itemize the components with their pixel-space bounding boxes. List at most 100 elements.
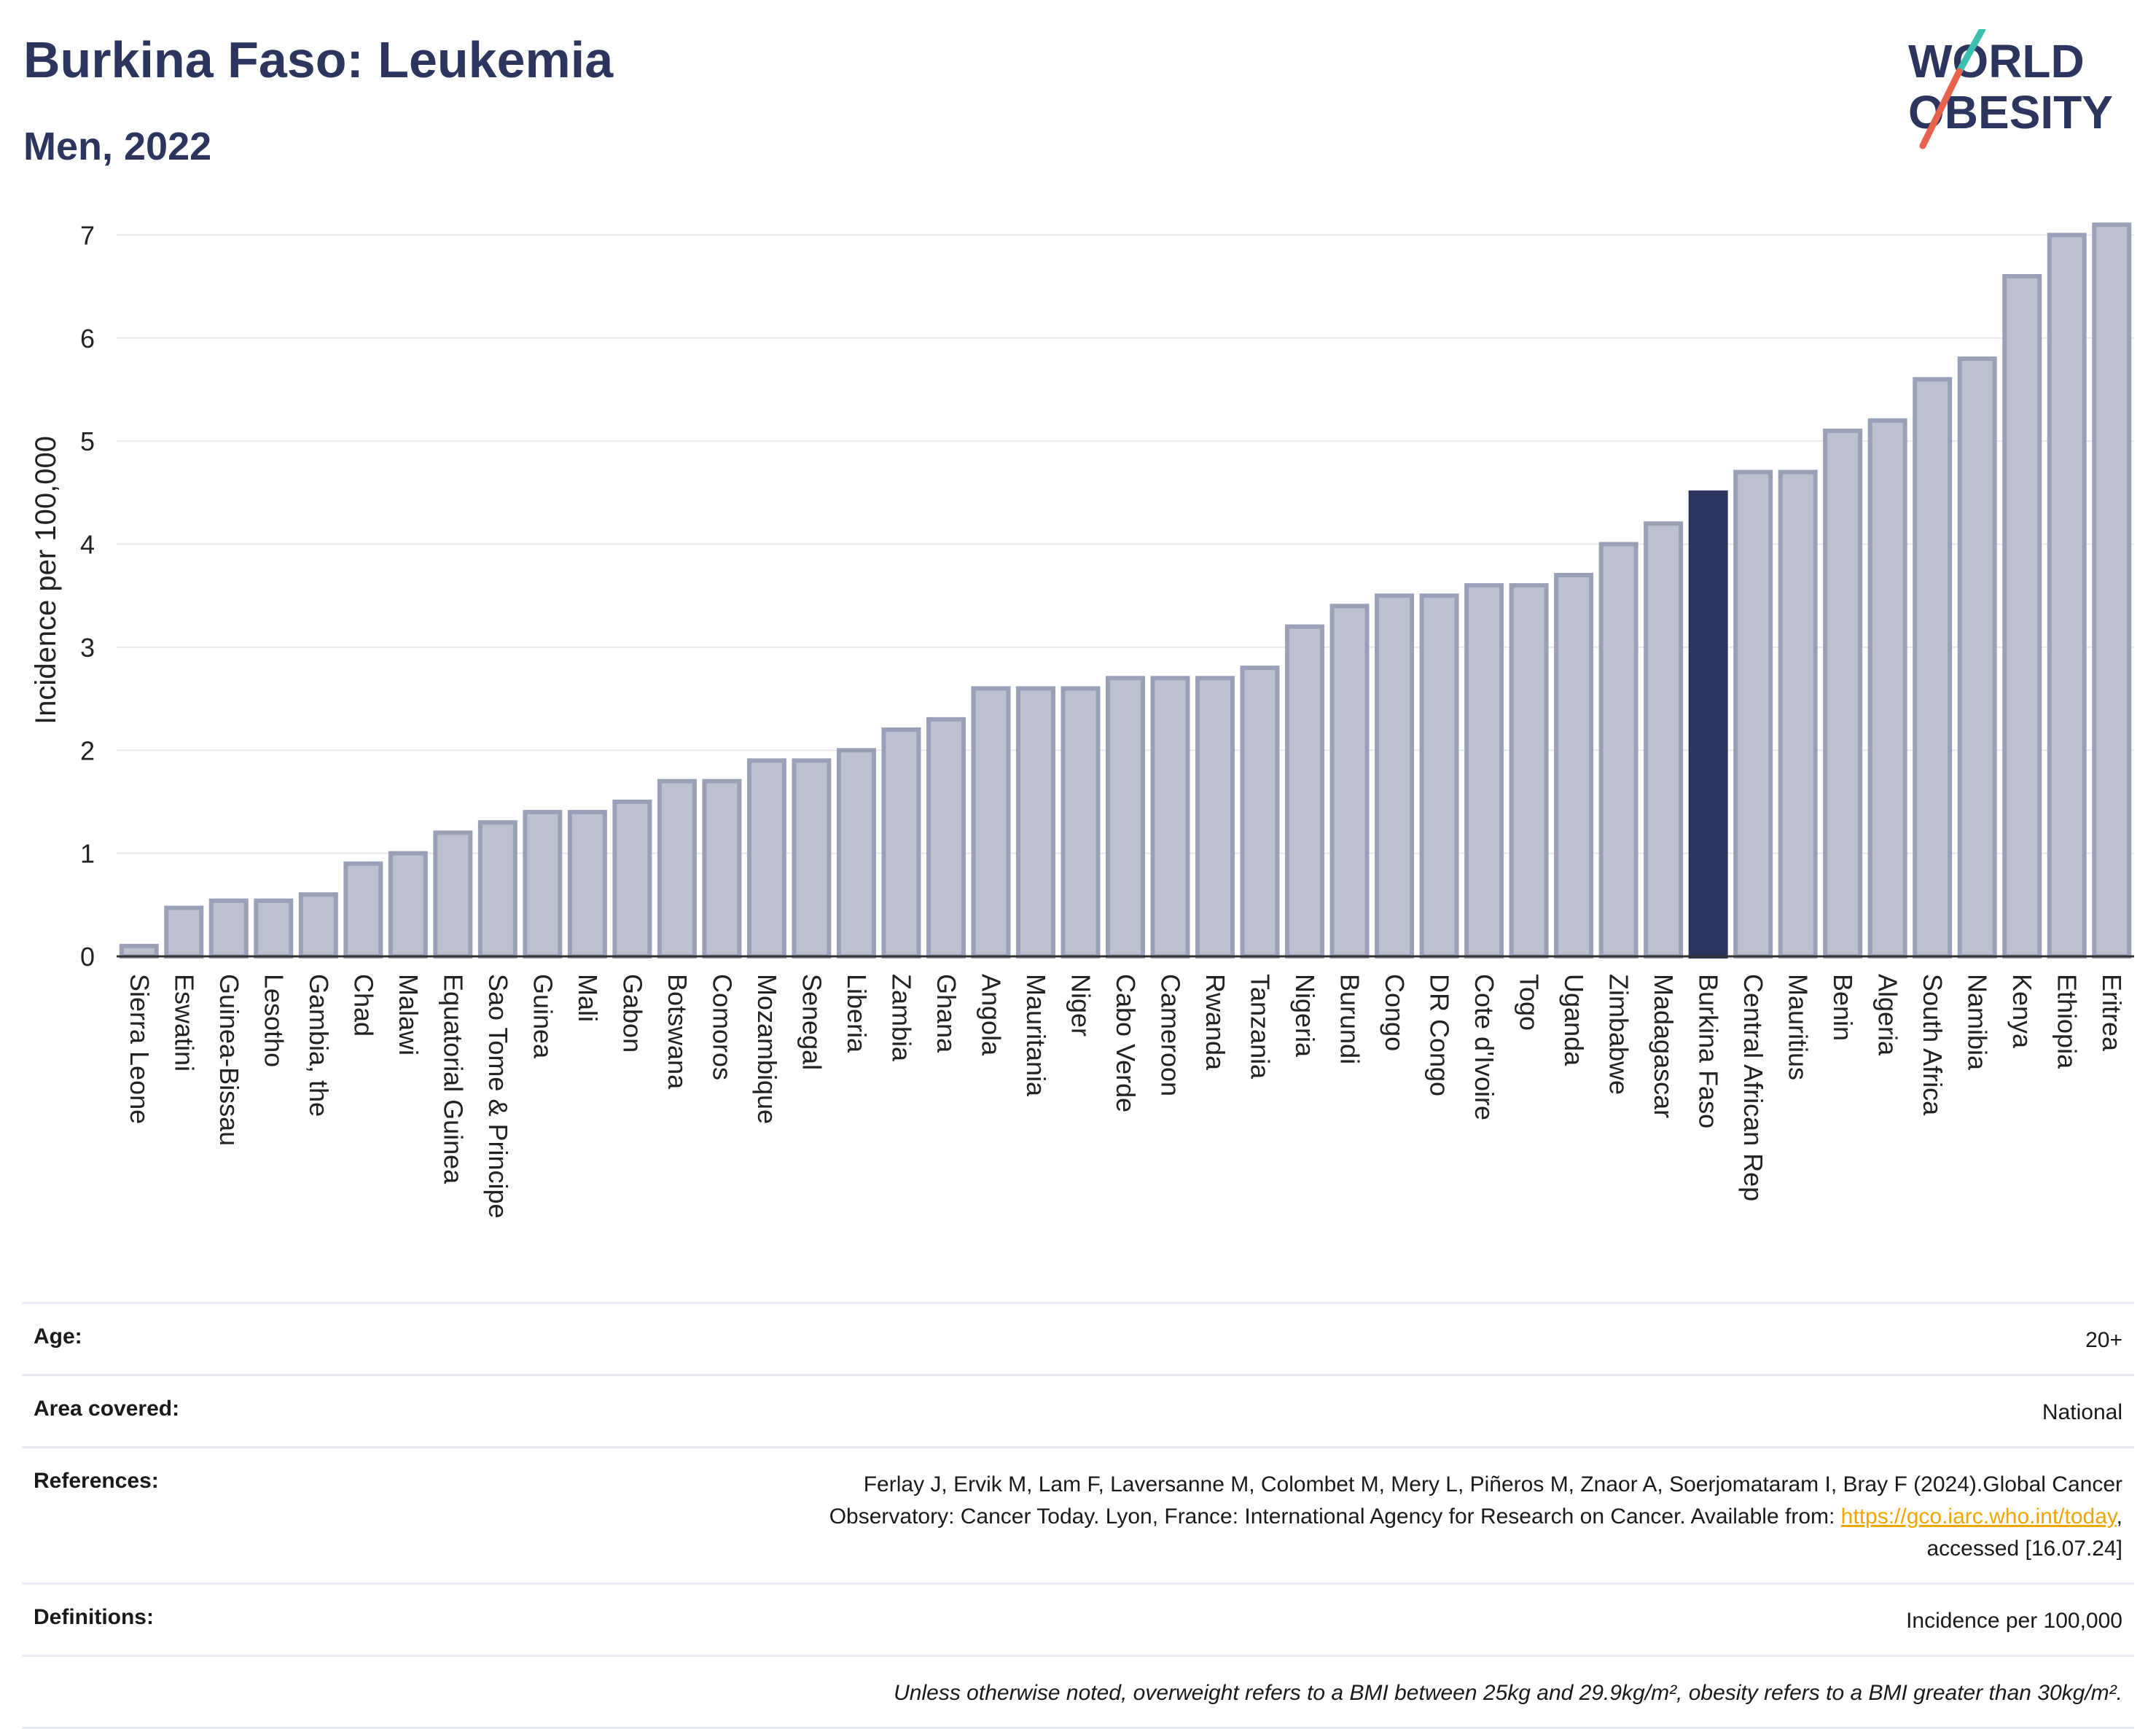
bar [1329, 604, 1370, 959]
bar [926, 717, 966, 959]
x-tick-label: Sao Tome & Principe [483, 974, 513, 1219]
x-tick-label: Malawi [394, 974, 423, 1055]
x-tick-label: Eswatini [169, 974, 199, 1072]
x-tick-label: Liberia [842, 974, 872, 1053]
x-tick-label: Mozambique [752, 974, 782, 1124]
age-row: Age: 20+ [22, 1302, 2134, 1374]
x-tick-label: Kenya [2007, 974, 2037, 1049]
bar [612, 799, 652, 959]
x-tick-label: Nigeria [1290, 974, 1320, 1058]
bar [1375, 593, 1415, 959]
info-table: Age: 20+ Area covered: National Referenc… [22, 1302, 2134, 1729]
world-obesity-logo: WORLD OBESITY [1908, 29, 2113, 149]
x-tick-label: Rwanda [1200, 974, 1230, 1071]
bar [1061, 686, 1101, 959]
x-tick-label: Ghana [931, 974, 961, 1053]
bar [433, 830, 473, 959]
bar [477, 820, 517, 959]
x-tick-label: Equatorial Guinea [438, 974, 468, 1184]
bar [1106, 676, 1145, 959]
y-axis-ticks: 0 1 2 3 4 5 6 7 [80, 220, 95, 972]
bar [1913, 377, 1953, 959]
bar [1598, 542, 1639, 959]
x-tick-label: Senegal [797, 974, 827, 1070]
definitions-value: Incidence per 100,000 [1906, 1609, 2122, 1633]
bar [119, 943, 159, 959]
y-tick-label: 1 [80, 839, 95, 869]
references-text-4: accessed [16.07.24] [1926, 1537, 2122, 1561]
references-link[interactable]: https://gco.iarc.who.int/today [1840, 1504, 2117, 1529]
x-tick-label: Congo [1380, 974, 1410, 1051]
x-tick-label: Zimbabwe [1604, 974, 1634, 1095]
x-tick-label: Zambia [886, 974, 916, 1062]
bar [1419, 593, 1459, 959]
bar-highlight [1688, 490, 1728, 959]
x-tick-label: Mauritius [1784, 974, 1813, 1080]
y-tick-label: 2 [80, 735, 95, 765]
y-tick-label: 0 [80, 942, 95, 972]
x-tick-label: Burundi [1335, 974, 1365, 1064]
references-text-1: Ferlay J, Ervik M, Lam F, Laversanne M, … [863, 1472, 2122, 1496]
x-tick-label: Cote d'Ivoire [1469, 974, 1499, 1120]
x-tick-label: Algeria [1873, 974, 1903, 1056]
references-label: References: [34, 1469, 159, 1493]
x-tick-label: Guinea [528, 974, 558, 1059]
x-tick-label: Tanzania [1246, 974, 1276, 1080]
x-tick-label: Madagascar [1649, 974, 1679, 1118]
bar [1150, 676, 1190, 959]
x-tick-label: Namibia [1963, 974, 1993, 1071]
x-tick-label: Togo [1515, 974, 1544, 1031]
y-tick-label: 3 [80, 633, 95, 663]
bar [2092, 222, 2132, 959]
bar [1733, 469, 1773, 959]
x-tick-label: Gambia, the [304, 974, 334, 1117]
area-value: National [2042, 1400, 2122, 1424]
x-tick-label: South Africa [1918, 974, 1948, 1116]
x-tick-label: Angola [976, 974, 1006, 1056]
x-tick-label: Botswana [663, 974, 692, 1090]
x-tick-label: Mauritania [1021, 974, 1051, 1097]
bar [971, 686, 1011, 959]
x-tick-label: Guinea-Bissau [214, 974, 244, 1146]
references-row: References: Ferlay J, Ervik M, Lam F, La… [22, 1446, 2134, 1582]
bar [164, 905, 204, 959]
bar [746, 758, 786, 959]
x-tick-label: Gabon [617, 974, 647, 1053]
bar [523, 810, 563, 959]
x-tick-label: Sierra Leone [125, 974, 155, 1124]
bar [1509, 583, 1549, 959]
bar [567, 810, 607, 959]
y-tick-label: 6 [80, 324, 95, 354]
definitions-row: Definitions: Incidence per 100,000 [22, 1582, 2134, 1655]
bar [298, 892, 338, 959]
bar [1285, 624, 1325, 959]
bar [1823, 429, 1863, 959]
age-value: 20+ [2085, 1328, 2122, 1352]
bar [208, 898, 249, 959]
page-title: Burkina Faso: Leukemia [23, 31, 614, 88]
y-axis-title: Incidence per 100,000 [30, 436, 62, 725]
references-text-3: , [2116, 1504, 2122, 1529]
bar [1240, 666, 1280, 959]
bar [1867, 418, 1907, 959]
age-label: Age: [34, 1324, 82, 1349]
note-row: Unless otherwise noted, overweight refer… [22, 1655, 2134, 1729]
bars [119, 222, 2132, 959]
bar [1015, 686, 1055, 959]
x-tick-label: Mali [573, 974, 603, 1022]
bar [1778, 469, 1818, 959]
y-tick-label: 7 [80, 220, 95, 250]
x-tick-label: Uganda [1559, 974, 1589, 1066]
x-tick-label: Burkina Faso [1694, 974, 1724, 1128]
bar-chart: 0 1 2 3 4 5 6 7 Sierra Leone Eswatini Guinea-Biss… [30, 220, 2134, 1219]
bar [1464, 583, 1504, 959]
x-tick-label: Comoros [707, 974, 737, 1080]
page-subtitle: Men, 2022 [23, 125, 212, 168]
y-tick-label: 4 [80, 530, 95, 560]
bar [792, 758, 832, 959]
x-tick-label: Central African Rep [1738, 974, 1768, 1201]
x-tick-label: Cameroon [1156, 974, 1186, 1096]
x-tick-label: Eritrea [2097, 974, 2127, 1052]
bar [1957, 356, 1997, 959]
x-tick-label: Ethiopia [2053, 974, 2082, 1069]
